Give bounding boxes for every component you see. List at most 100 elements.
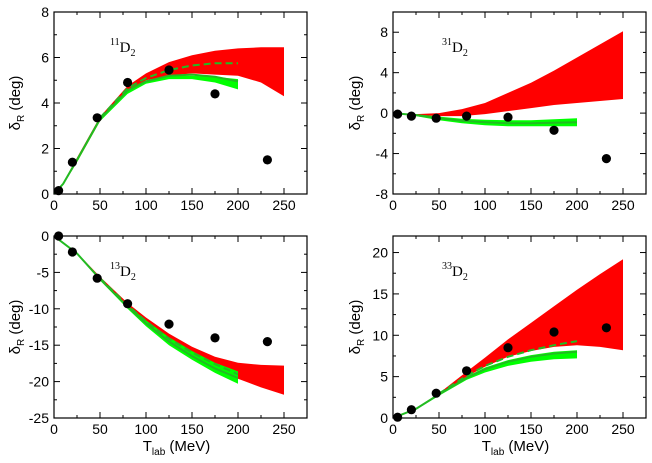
x-tick-label: 150	[519, 421, 543, 437]
data-point	[92, 113, 102, 123]
x-tick-label: 200	[565, 197, 589, 213]
y-tick-label: 0	[380, 105, 388, 121]
green-band	[54, 75, 238, 194]
data-point	[549, 125, 559, 135]
data-point	[462, 366, 472, 376]
data-point	[393, 109, 403, 119]
x-tick-label: 250	[611, 197, 635, 213]
y-tick-label: -8	[376, 186, 389, 202]
y-tick-label: 2	[41, 141, 49, 157]
y-tick-label: -15	[29, 337, 49, 353]
x-tick-label: 50	[431, 197, 447, 213]
label-main: D	[120, 40, 131, 56]
data-point	[601, 154, 612, 164]
x-tick-label: 200	[565, 421, 589, 437]
ylabel-rest: (deg)	[7, 300, 24, 339]
label-main: D	[452, 40, 463, 56]
green-dashed-line	[99, 62, 238, 119]
axes-frame	[53, 11, 308, 195]
green-solid-line	[54, 236, 239, 379]
data-point	[54, 186, 64, 196]
ylabel-main: δ	[347, 122, 364, 130]
green-band	[54, 236, 238, 384]
data-point	[431, 113, 441, 123]
data-point	[503, 112, 513, 122]
y-tick-label: 0	[41, 186, 49, 202]
ylabel-rest: (deg)	[7, 76, 24, 115]
y-tick-label: 10	[372, 327, 388, 343]
y-axis-title: δR (deg)	[347, 300, 367, 355]
x-axis-title: Tlab (MeV)	[143, 438, 211, 458]
data-point	[262, 337, 272, 347]
xlabel-sub: lab	[491, 447, 505, 458]
x-tick-label: 250	[611, 421, 635, 437]
axes-frame	[53, 235, 308, 419]
y-tick-label: 8	[41, 4, 49, 20]
x-tick-label: 150	[519, 197, 543, 213]
label-sub: 2	[463, 272, 468, 283]
data-point	[210, 89, 220, 99]
red-band	[393, 31, 623, 117]
y-axis-title: δR (deg)	[7, 76, 27, 131]
x-tick-label: 0	[50, 197, 58, 213]
red-band	[393, 259, 623, 418]
data-point	[406, 405, 416, 415]
data-point	[164, 65, 174, 75]
y-tick-label: -5	[37, 264, 50, 280]
panel-label: 33D2	[442, 261, 468, 283]
data-point	[549, 327, 559, 337]
ylabel-sub: R	[356, 339, 367, 346]
x-tick-label: 200	[226, 197, 250, 213]
x-tick-label: 150	[180, 421, 204, 437]
x-tick-label: 200	[226, 421, 250, 437]
panel-31D2: 0 50 100 150 200 250 -8 -4 0 4 8 31D2 δR (deg)	[347, 11, 647, 213]
data-point	[123, 77, 133, 88]
axes-frame	[392, 235, 647, 419]
ylabel-sub: R	[16, 339, 27, 346]
green-solid-line	[54, 73, 239, 194]
data-point	[123, 299, 133, 309]
data-point	[393, 412, 403, 422]
xlabel-rest: (MeV)	[165, 438, 210, 455]
x-tick-label: 50	[431, 421, 447, 437]
label-sup: 11	[110, 37, 120, 48]
x-tick-label: 0	[389, 421, 397, 437]
plot-area	[54, 236, 284, 395]
green-dashed-line	[438, 340, 578, 395]
y-tick-label: -25	[29, 410, 49, 426]
x-tick-label: 100	[473, 421, 497, 437]
label-main: D	[120, 264, 131, 280]
label-sub: 2	[130, 48, 135, 59]
y-tick-label: 0	[380, 410, 388, 426]
data-point	[406, 111, 416, 121]
axes-frame	[392, 11, 647, 195]
ylabel-main: δ	[347, 346, 364, 354]
label-sup: 33	[442, 261, 452, 272]
x-tick-label: 100	[473, 197, 497, 213]
panel-label: 11D2	[110, 37, 135, 59]
data-point	[67, 157, 77, 167]
xlabel-main: T	[482, 438, 491, 455]
y-tick-label: -20	[29, 374, 49, 390]
y-tick-label: 8	[380, 24, 388, 40]
y-tick-label: -4	[376, 146, 389, 162]
plot-area	[393, 259, 623, 418]
y-tick-label: 4	[380, 65, 388, 81]
y-tick-label: 0	[41, 228, 49, 244]
data-point	[210, 333, 220, 343]
x-tick-label: 50	[92, 421, 108, 437]
y-axis-title: δR (deg)	[347, 76, 367, 131]
ylabel-main: δ	[7, 122, 24, 130]
x-tick-label: 150	[180, 197, 204, 213]
ylabel-rest: (deg)	[347, 300, 364, 339]
y-tick-label: -10	[29, 301, 49, 317]
xlabel-main: T	[143, 438, 152, 455]
green-solid-line	[393, 112, 578, 125]
y-axis-title: δR (deg)	[7, 300, 27, 355]
data-point	[262, 155, 272, 165]
data-point	[92, 273, 102, 283]
x-tick-label: 250	[272, 421, 296, 437]
ylabel-sub: R	[16, 115, 27, 122]
